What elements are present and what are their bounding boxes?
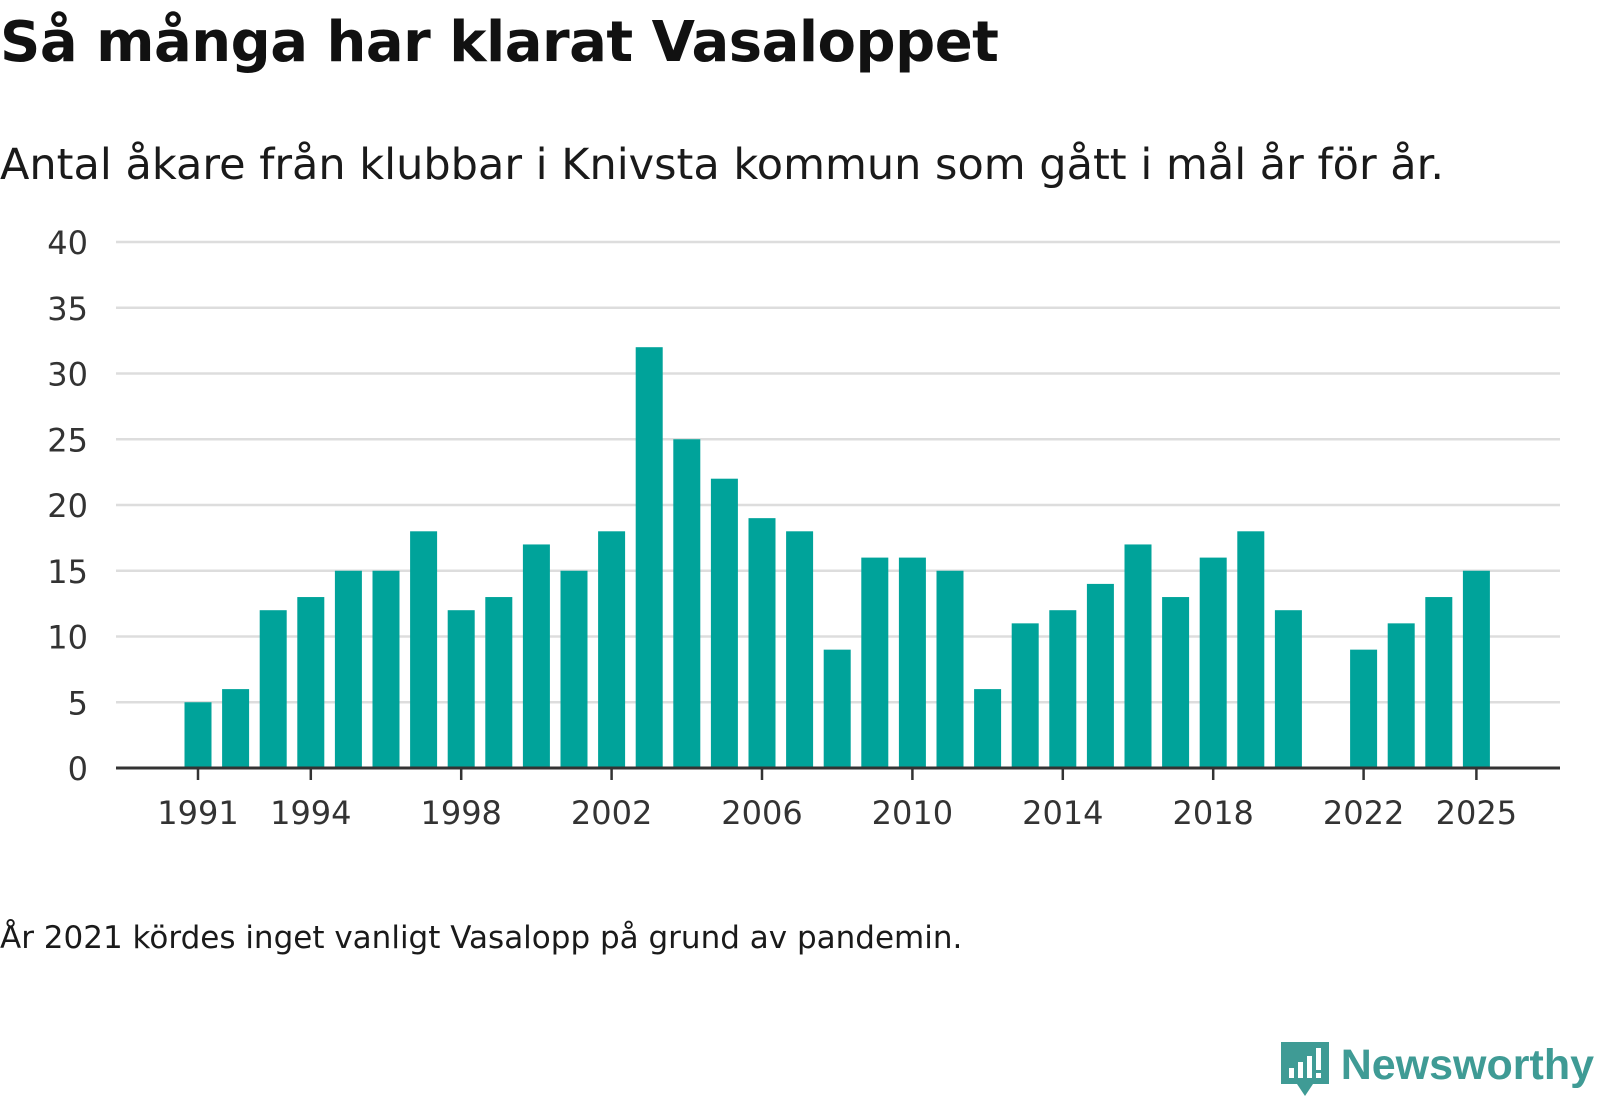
bar-2022 [1350,649,1378,768]
chart-title: Så många har klarat Vasaloppet [0,10,999,75]
x-tick-label-2010: 2010 [872,794,953,832]
bar-2002 [598,531,626,768]
x-tick-label-2002: 2002 [571,794,652,832]
y-tick-label-40: 40 [47,224,88,262]
bar-1993 [259,610,287,768]
x-tick-label-2014: 2014 [1022,794,1103,832]
bar-2017 [1162,597,1190,768]
y-tick-label-30: 30 [47,356,88,394]
x-tick-label-2022: 2022 [1323,794,1404,832]
y-tick-label-15: 15 [47,553,88,591]
x-tick-label-2006: 2006 [721,794,802,832]
bar-2014 [1049,610,1077,768]
bar-2003 [635,347,663,768]
y-tick-label-25: 25 [47,421,88,459]
x-tick-label-1991: 1991 [157,794,238,832]
bar-2023 [1387,623,1415,768]
bar-2010 [898,557,926,768]
bar-1997 [410,531,438,768]
brand-logo: Newsworthy [1279,1040,1594,1100]
bar-2006 [748,518,776,768]
bar-2000 [522,544,550,768]
bar-2016 [1124,544,1152,768]
bar-1996 [372,570,400,768]
bar-1994 [297,597,325,768]
bar-2013 [1011,623,1039,768]
bar-1991 [184,702,212,768]
bar-2012 [974,689,1002,768]
newsworthy-logo-icon [1279,1040,1331,1104]
bar-2009 [861,557,889,768]
y-tick-label-20: 20 [47,487,88,525]
chart-footnote: År 2021 kördes inget vanligt Vasalopp på… [0,920,963,956]
bar-2011 [936,570,964,768]
bar-1995 [334,570,362,768]
bar-2015 [1086,583,1114,768]
x-tick-label-2025: 2025 [1436,794,1517,832]
bar-2008 [823,649,851,768]
bar-2001 [560,570,588,768]
chart-subtitle: Antal åkare från klubbar i Knivsta kommu… [0,140,1445,190]
x-tick-label-1994: 1994 [270,794,351,832]
bar-2019 [1237,531,1265,768]
bar-2020 [1274,610,1302,768]
bar-2004 [673,439,701,768]
bar-1998 [447,610,475,768]
y-tick-label-0: 0 [68,750,88,788]
bar-1999 [485,597,513,768]
bar-2007 [786,531,814,768]
bar-2018 [1199,557,1227,768]
bar-2025 [1462,570,1490,768]
bar-1992 [222,689,250,768]
x-tick-label-1998: 1998 [420,794,501,832]
bar-2024 [1425,597,1453,768]
y-tick-label-10: 10 [47,619,88,657]
x-tick-label-2018: 2018 [1172,794,1253,832]
y-tick-label-5: 5 [68,684,88,722]
brand-name: Newsworthy [1340,1041,1594,1089]
y-tick-label-35: 35 [47,290,88,328]
bar-2005 [710,478,738,768]
